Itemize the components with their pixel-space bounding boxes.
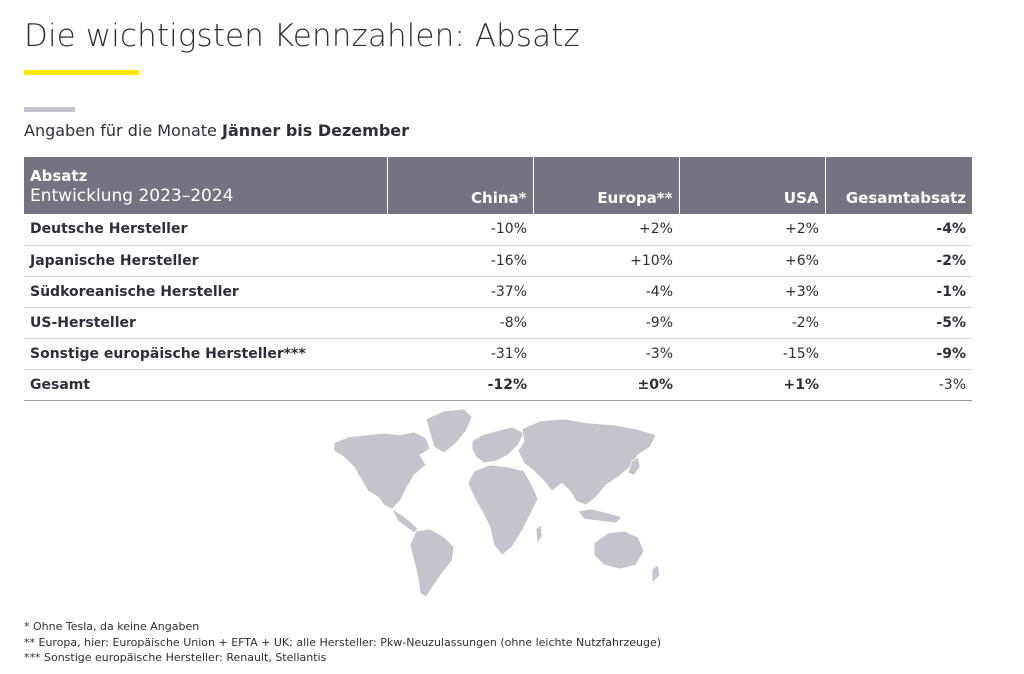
row-label: Gesamt <box>24 369 387 401</box>
cell-usa: +1% <box>679 369 825 401</box>
table-row: Südkoreanische Hersteller -37% -4% +3% -… <box>24 276 972 308</box>
cell-china: -16% <box>387 245 533 277</box>
cell-gesamtabsatz: -9% <box>825 338 972 370</box>
cell-china: -8% <box>387 307 533 339</box>
japan-shape <box>627 456 641 476</box>
cell-china: -31% <box>387 338 533 370</box>
cell-usa: -15% <box>679 338 825 370</box>
footnotes: * Ohne Tesla, da keine Angaben ** Europa… <box>24 619 661 666</box>
cell-usa: +3% <box>679 276 825 308</box>
cell-usa: +6% <box>679 245 825 277</box>
new-zealand-shape <box>651 564 661 584</box>
footnote-3: *** Sonstige europäische Hersteller: Ren… <box>24 651 327 664</box>
footnote-1: * Ohne Tesla, da keine Angaben <box>24 620 200 633</box>
australia-shape <box>593 530 645 570</box>
header-line2: Entwicklung 2023–2024 <box>30 186 234 206</box>
table-row-total: Gesamt -12% ±0% +1% -3% <box>24 369 972 401</box>
cell-europa: -9% <box>533 307 679 339</box>
table-row: US-Hersteller -8% -9% -2% -5% <box>24 307 972 339</box>
page-title: Die wichtigsten Kennzahlen: Absatz <box>24 18 580 54</box>
footnote-2: ** Europa, hier: Europäische Union + EFT… <box>24 635 662 649</box>
table-row: Deutsche Hersteller -10% +2% +2% -4% <box>24 214 972 246</box>
kennzahlen-table: Absatz Entwicklung 2023–2024 China* Euro… <box>24 157 972 401</box>
north-america-shape <box>333 431 431 510</box>
greenland-shape <box>425 408 473 454</box>
cell-europa: +10% <box>533 245 679 277</box>
cell-europa: ±0% <box>533 369 679 401</box>
row-label: Sonstige europäische Hersteller*** <box>24 338 387 370</box>
header-line1: Absatz <box>30 167 88 185</box>
world-map-icon <box>333 408 661 598</box>
africa-shape <box>467 464 539 556</box>
table-row: Sonstige europäische Hersteller*** -31% … <box>24 338 972 370</box>
indonesia-shape <box>577 508 623 524</box>
asia-shape <box>517 418 657 506</box>
row-label: US-Hersteller <box>24 307 387 339</box>
subtitle: Angaben für die Monate Jänner bis Dezemb… <box>24 121 409 140</box>
cell-gesamtabsatz: -2% <box>825 245 972 277</box>
title-accent-bar <box>24 70 139 75</box>
row-label: Japanische Hersteller <box>24 245 387 277</box>
header-china: China* <box>386 157 533 214</box>
central-america-shape <box>391 508 419 534</box>
subtitle-prefix: Angaben für die Monate <box>24 121 222 140</box>
table-row: Japanische Hersteller -16% +10% +6% -2% <box>24 245 972 277</box>
cell-gesamtabsatz: -5% <box>825 307 972 339</box>
cell-europa: -4% <box>533 276 679 308</box>
cell-gesamtabsatz: -3% <box>825 369 972 401</box>
row-label: Südkoreanische Hersteller <box>24 276 387 308</box>
subtitle-period: Jänner bis Dezember <box>221 121 410 140</box>
table-header-row: Absatz Entwicklung 2023–2024 China* Euro… <box>24 157 972 214</box>
cell-gesamtabsatz: -1% <box>825 276 972 308</box>
cell-usa: +2% <box>679 214 825 246</box>
header-absatz: Absatz Entwicklung 2023–2024 <box>24 157 387 214</box>
cell-china: -10% <box>387 214 533 246</box>
south-america-shape <box>409 528 455 598</box>
header-gesamtabsatz: Gesamtabsatz <box>824 157 972 214</box>
cell-gesamtabsatz: -4% <box>825 214 972 246</box>
cell-usa: -2% <box>679 307 825 339</box>
cell-china: -12% <box>387 369 533 401</box>
header-usa: USA <box>678 157 825 214</box>
row-label: Deutsche Hersteller <box>24 214 387 246</box>
cell-china: -37% <box>387 276 533 308</box>
cell-europa: +2% <box>533 214 679 246</box>
madagascar-shape <box>535 524 543 544</box>
europe-shape <box>471 426 525 464</box>
header-europa: Europa** <box>532 157 679 214</box>
subtitle-accent-bar <box>24 107 75 112</box>
cell-europa: -3% <box>533 338 679 370</box>
